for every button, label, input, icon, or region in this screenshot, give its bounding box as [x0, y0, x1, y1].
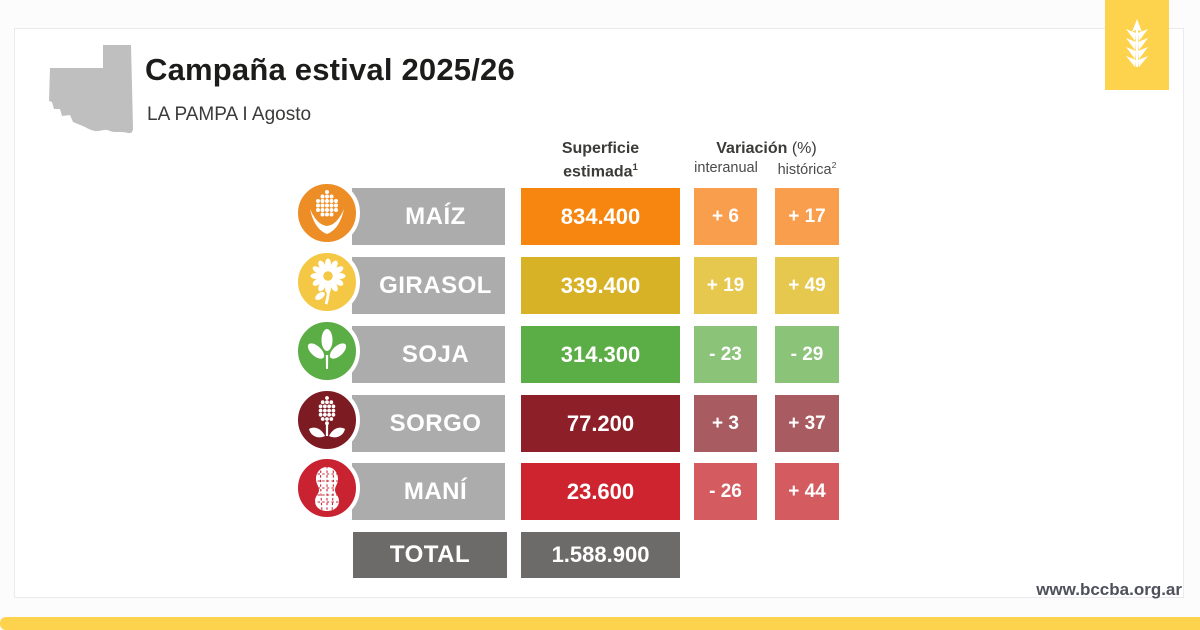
surface-value: 339.400 — [521, 257, 680, 314]
table-row-girasol: GIRASOL — [0, 248, 1200, 323]
header-variation-unit: (%) — [787, 140, 817, 157]
total-label: TOTAL — [353, 532, 507, 578]
table-row-sorgo: SORGO 77.200 + 3 + 37 — [0, 386, 1200, 461]
surface-value: 77.200 — [521, 395, 680, 452]
interannual-value: + 19 — [694, 257, 757, 314]
header-interannual: interanual — [694, 160, 758, 176]
crop-name: SOJA — [401, 340, 470, 368]
bottom-accent-stripe — [0, 617, 1200, 630]
historical-value: - 29 — [775, 326, 839, 383]
brand-logo — [1105, 0, 1169, 90]
header-surface-line2: estimada — [563, 163, 633, 181]
footnote-2: 2 — [831, 160, 837, 170]
footnote-1: 1 — [632, 162, 638, 173]
crop-name: GIRASOL — [379, 271, 492, 299]
historical-value: + 17 — [775, 188, 839, 245]
crop-name: MANÍ — [403, 477, 468, 505]
crop-label-bar: SORGO — [352, 395, 505, 452]
peanut-icon — [294, 455, 360, 521]
table-row-mani: MANÍ — [0, 454, 1200, 529]
surface-value: 834.400 — [521, 188, 680, 245]
interannual-value: + 3 — [694, 395, 757, 452]
header-historical-label: histórica — [777, 161, 832, 178]
interannual-value: + 6 — [694, 188, 757, 245]
crop-label-bar: MAÍZ — [352, 188, 505, 245]
website-link[interactable]: www.bccba.org.ar — [1036, 580, 1182, 599]
surface-value: 314.300 — [521, 326, 680, 383]
table-row-soja: SOJA 314.300 - 23 - 29 — [0, 317, 1200, 392]
header-variation: Variación (%) — [694, 140, 839, 158]
page-title: Campaña estival 2025/26 — [145, 52, 515, 87]
la-pampa-map — [49, 45, 133, 134]
historical-value: + 49 — [775, 257, 839, 314]
interannual-value: - 23 — [694, 326, 757, 383]
sunflower-icon — [294, 249, 360, 315]
crop-label-bar: MANÍ — [352, 463, 505, 520]
soybean-icon — [294, 318, 360, 384]
table-row-maiz: MAÍZ 834.400 + 6 + 17 — [0, 179, 1200, 254]
table-row-total: TOTAL 1.588.900 — [0, 532, 1200, 578]
header-variation-label: Variación — [716, 140, 788, 157]
header-historical: histórica2 — [757, 160, 857, 178]
historical-value: + 37 — [775, 395, 839, 452]
header-surface: Superficie estimada1 — [521, 139, 680, 181]
crop-name: MAÍZ — [405, 202, 466, 230]
corn-icon — [294, 180, 360, 246]
page-subtitle: LA PAMPA I Agosto — [147, 104, 312, 125]
historical-value: + 44 — [775, 463, 839, 520]
total-value: 1.588.900 — [521, 532, 680, 578]
interannual-value: - 26 — [694, 463, 757, 520]
sorghum-icon — [294, 387, 360, 453]
wheat-icon — [1126, 19, 1148, 67]
surface-value: 23.600 — [521, 463, 680, 520]
crop-label-bar: GIRASOL — [352, 257, 505, 314]
header-surface-line1: Superficie — [561, 140, 640, 157]
crop-name: SORGO — [389, 409, 482, 437]
crop-label-bar: SOJA — [352, 326, 505, 383]
